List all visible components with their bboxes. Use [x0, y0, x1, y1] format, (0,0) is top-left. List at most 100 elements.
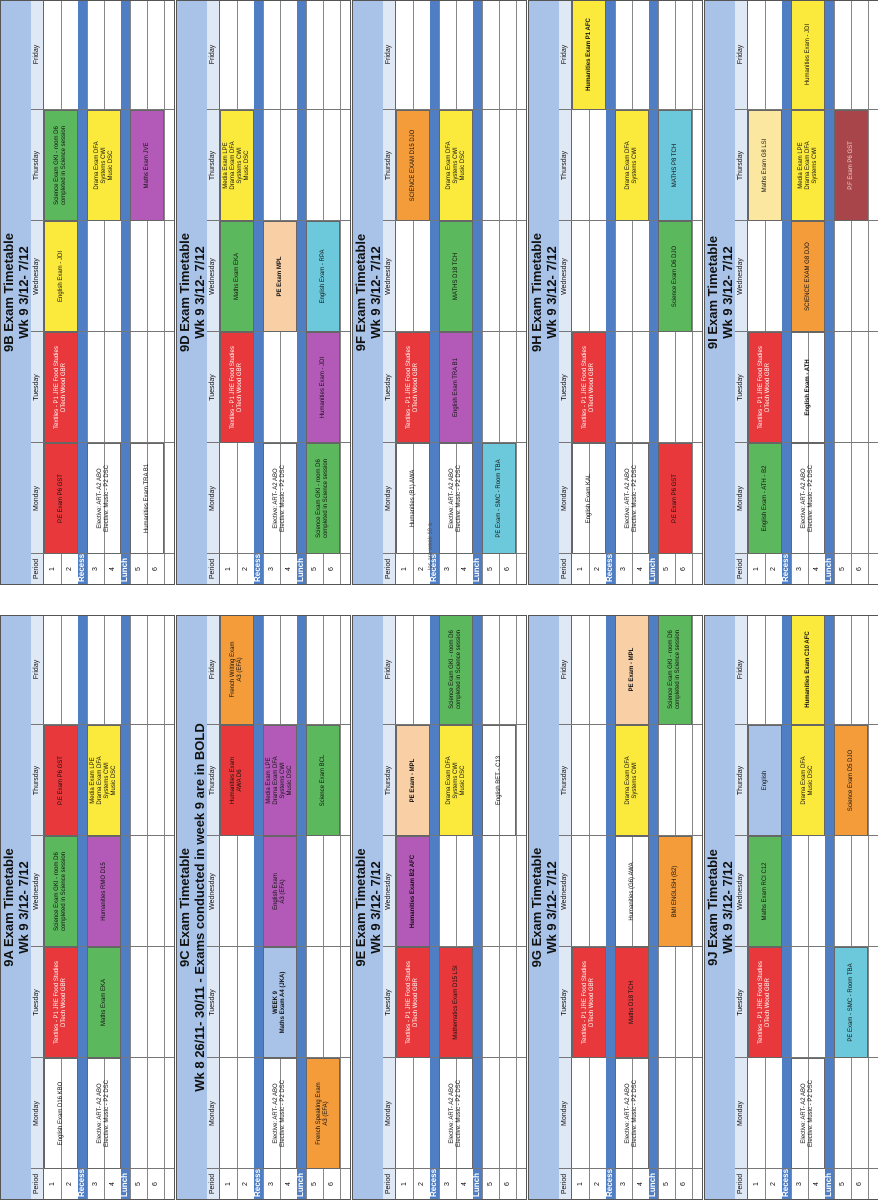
- exam-cell: English Exam - ATH: [791, 332, 825, 443]
- break-label: Recess: [605, 1168, 614, 1197]
- column-header-day: Wednesday: [737, 873, 744, 910]
- column-header-day: Thursday: [561, 765, 568, 796]
- exam-cell: Textiles - P1 JRE Food Studies DTech Woo…: [748, 332, 782, 443]
- exam-cell: English Exam - JDI: [44, 221, 78, 332]
- column-header-day: Wednesday: [385, 873, 392, 910]
- exam-cell: French Speaking Exam A3 (EFA): [306, 1058, 340, 1169]
- column-header-day: Monday: [33, 1101, 40, 1126]
- exam-cell: Textiles - P1 JRE Food Studies DTech Woo…: [748, 947, 782, 1058]
- period-number: 2: [594, 567, 601, 571]
- timetable-title: 9I Exam Timetable: [705, 1, 720, 584]
- exam-cell: Elective: ART- A2 ABO Elective: Music - …: [791, 1058, 825, 1169]
- column-header-day: Monday: [561, 1101, 568, 1126]
- period-number: 3: [92, 1182, 99, 1186]
- period-number: 5: [135, 1182, 142, 1186]
- column-header-day: Friday: [561, 44, 568, 65]
- exam-cell: Humanities (G6) AWA: [615, 836, 649, 947]
- column-header-period: Period: [737, 1173, 744, 1195]
- timetable-subtitle: Wk 9 3/12- 7/12: [544, 616, 559, 1199]
- break-label: Lunch: [648, 558, 657, 582]
- period-row: 5: [130, 616, 148, 1199]
- column-header-day: Friday: [209, 44, 216, 65]
- period-number: 6: [152, 567, 159, 571]
- exam-cell: SCIENCE EXAM G8 DJO: [791, 221, 825, 332]
- period-number: 4: [637, 1182, 644, 1186]
- period-number: 3: [268, 567, 275, 571]
- timetable-subtitle: Wk 9 3/12- 7/12: [720, 616, 735, 1199]
- period-number: 1: [225, 1182, 232, 1186]
- exam-cell: Elective: ART- A2 ABO Elective: Music - …: [87, 1058, 121, 1169]
- period-number: 2: [242, 1182, 249, 1186]
- break-label: Lunch: [120, 1173, 129, 1197]
- column-header-day: Friday: [209, 659, 216, 680]
- exam-cell: Science Exam D6 DJO: [658, 221, 692, 332]
- column-header-day: Thursday: [33, 765, 40, 796]
- timetable-title: 9H Exam Timetable: [529, 1, 544, 584]
- exam-cell: Science Exam GKI - room D6 completed in …: [439, 615, 473, 725]
- timetable-subtitle: Wk 9 3/12- 7/12: [720, 1, 735, 584]
- timetable-5: 9B Exam Timetable Wk 9 3/12- 7/12 Period Mo…: [0, 0, 175, 585]
- column-header-day: Monday: [209, 486, 216, 511]
- exam-cell: Textiles - P1 JRE Food Studies DTech Woo…: [396, 947, 430, 1058]
- exam-cell: MATHS D18 TCH: [439, 221, 473, 332]
- column-header-day: Thursday: [737, 150, 744, 181]
- period-number: 4: [813, 567, 820, 571]
- period-number: 4: [461, 1182, 468, 1186]
- exam-cell: Mathematics Exam D15 LSI: [439, 947, 473, 1058]
- column-header-day: Friday: [737, 44, 744, 65]
- exam-cell: English Exam TRA B1: [439, 332, 473, 443]
- column-header-row: Period Monday Tuesday Wednesday Thursday Frid…: [383, 1, 396, 584]
- exam-cell: Drama Exam DFA Systems CWI Music DSC: [439, 110, 473, 221]
- column-header-day: Monday: [737, 1101, 744, 1126]
- column-header-day: Friday: [561, 659, 568, 680]
- break-label: Lunch: [472, 558, 481, 582]
- exam-cell: Textiles - P1 JRE Food Studies DTech Woo…: [396, 332, 430, 443]
- exam-cell: BMI ENGLISH (B2): [658, 836, 692, 947]
- period-number: 3: [796, 567, 803, 571]
- break-label: Recess: [605, 553, 614, 582]
- exam-cell: Drama Exam DFA Systems CWI: [615, 110, 649, 221]
- column-header-period: Period: [33, 558, 40, 580]
- column-header-day: Tuesday: [561, 989, 568, 1016]
- exam-cell: Humanities Exam - JDI: [306, 332, 340, 443]
- exam-cell: P.F Exam P6 GST: [834, 110, 868, 221]
- exam-cell: Maths Exam G8 LSI: [748, 110, 782, 221]
- column-header-day: Tuesday: [385, 989, 392, 1016]
- column-header-day: Tuesday: [209, 374, 216, 401]
- exam-cell: Elective: ART- A2 ABO Elective: Music - …: [439, 1058, 473, 1169]
- column-header-day: Wednesday: [33, 258, 40, 295]
- period-row: 2: [589, 616, 607, 1199]
- column-header-day: Thursday: [33, 150, 40, 181]
- period-number: 2: [770, 1182, 777, 1186]
- exam-cell: Humanities RMO D15: [87, 836, 121, 947]
- period-number: 2: [242, 567, 249, 571]
- exam-cell: Maths D18 TCH: [615, 947, 649, 1058]
- exam-cell: Textiles - P1 JRE Food Studies DTech Woo…: [44, 332, 78, 443]
- timetable-title: 9E Exam Timetable: [353, 616, 368, 1199]
- break-label: Recess: [253, 553, 262, 582]
- column-header-day: Wednesday: [385, 258, 392, 295]
- timetable-0: 9A Exam Timetable Wk 9 3/12- 7/12 Period Mo…: [0, 615, 175, 1200]
- period-number: 5: [135, 567, 142, 571]
- column-header-day: Friday: [737, 659, 744, 680]
- period-number: 5: [311, 1182, 318, 1186]
- exam-cell: Maths Exam EKA: [220, 221, 254, 332]
- timetable-subtitle: Wk 9 3/12- 7/12: [368, 1, 383, 584]
- exam-cell: P.E Exam P6 GST: [44, 443, 78, 554]
- timetable-subtitle: Wk 9 3/12- 7/12: [16, 1, 31, 584]
- exam-cell: MATHS P8 TCH: [658, 110, 692, 221]
- column-header-day: Wednesday: [209, 873, 216, 910]
- break-label: Recess: [429, 1168, 438, 1197]
- column-header-period: Period: [209, 558, 216, 580]
- exam-cell: French Writing Exam A3 (EFA): [220, 615, 254, 725]
- period-number: 4: [109, 1182, 116, 1186]
- period-number: 1: [49, 1182, 56, 1186]
- period-number: 1: [753, 1182, 760, 1186]
- column-header-day: Tuesday: [33, 374, 40, 401]
- exam-cell: P.E Exam P6 GST: [658, 443, 692, 554]
- period-number: 1: [753, 567, 760, 571]
- column-header-day: Wednesday: [561, 873, 568, 910]
- period-number: 6: [328, 1182, 335, 1186]
- column-header-day: Thursday: [209, 150, 216, 181]
